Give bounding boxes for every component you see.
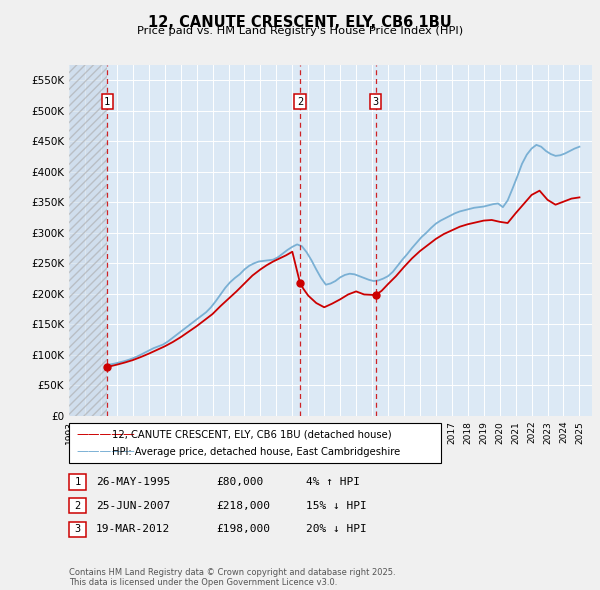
Text: 2: 2 xyxy=(297,97,303,107)
Text: 12, CANUTE CRESCENT, ELY, CB6 1BU (detached house): 12, CANUTE CRESCENT, ELY, CB6 1BU (detac… xyxy=(112,430,392,440)
Text: £218,000: £218,000 xyxy=(216,501,270,510)
Text: £80,000: £80,000 xyxy=(216,477,263,487)
Text: 2: 2 xyxy=(74,501,80,510)
Text: 4% ↑ HPI: 4% ↑ HPI xyxy=(306,477,360,487)
Text: 25-JUN-2007: 25-JUN-2007 xyxy=(96,501,170,510)
Text: 1: 1 xyxy=(104,97,110,107)
Text: 26-MAY-1995: 26-MAY-1995 xyxy=(96,477,170,487)
Text: 3: 3 xyxy=(373,97,379,107)
Text: 3: 3 xyxy=(74,525,80,534)
Text: Contains HM Land Registry data © Crown copyright and database right 2025.
This d: Contains HM Land Registry data © Crown c… xyxy=(69,568,395,587)
Text: HPI: Average price, detached house, East Cambridgeshire: HPI: Average price, detached house, East… xyxy=(112,447,400,457)
Text: —————: ————— xyxy=(76,445,135,458)
Text: 1: 1 xyxy=(74,477,80,487)
Bar xyxy=(69,65,107,416)
Text: 19-MAR-2012: 19-MAR-2012 xyxy=(96,525,170,534)
Text: £198,000: £198,000 xyxy=(216,525,270,534)
Text: 15% ↓ HPI: 15% ↓ HPI xyxy=(306,501,367,510)
Text: 20% ↓ HPI: 20% ↓ HPI xyxy=(306,525,367,534)
Text: 12, CANUTE CRESCENT, ELY, CB6 1BU: 12, CANUTE CRESCENT, ELY, CB6 1BU xyxy=(148,15,452,30)
Text: Price paid vs. HM Land Registry's House Price Index (HPI): Price paid vs. HM Land Registry's House … xyxy=(137,26,463,36)
Text: —————: ————— xyxy=(76,428,135,441)
